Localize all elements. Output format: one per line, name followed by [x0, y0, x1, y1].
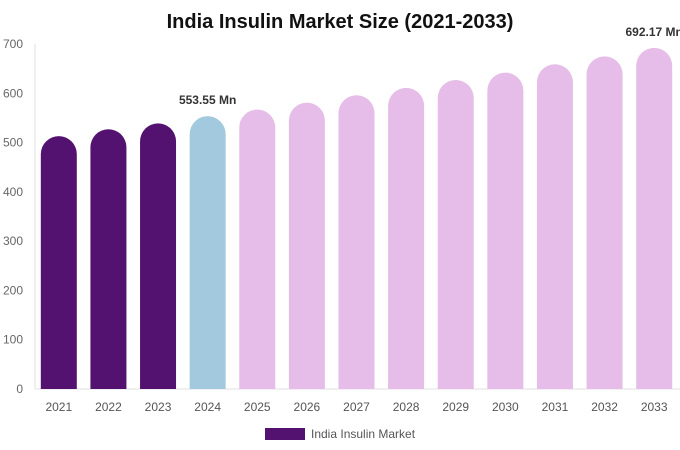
y-tick-label: 500: [3, 136, 23, 150]
x-tick-label: 2023: [145, 400, 172, 414]
x-tick-label: 2029: [442, 400, 469, 414]
bar-2027: [338, 95, 375, 389]
x-tick-label: 2033: [641, 400, 668, 414]
x-tick-label: 2025: [244, 400, 271, 414]
x-tick-label: 2032: [591, 400, 618, 414]
bar-2029: [437, 79, 474, 389]
bar-2028: [388, 87, 425, 389]
data-label: 692.17 Mn: [626, 25, 680, 39]
legend-label: India Insulin Market: [311, 427, 416, 441]
x-tick-label: 2022: [95, 400, 122, 414]
x-tick-label: 2028: [393, 400, 420, 414]
bar-2032: [586, 56, 623, 390]
y-tick-label: 300: [3, 234, 23, 248]
y-tick-label: 0: [16, 382, 23, 396]
y-tick-label: 700: [3, 37, 23, 51]
y-tick-label: 400: [3, 185, 23, 199]
bar-2025: [239, 109, 276, 389]
y-tick-label: 600: [3, 86, 23, 100]
data-label: 553.55 Mn: [179, 93, 236, 107]
x-tick-label: 2024: [194, 400, 221, 414]
x-tick-label: 2031: [542, 400, 569, 414]
bar-2023: [140, 123, 177, 389]
legend-swatch: [265, 428, 305, 440]
bar-2033: [636, 47, 673, 389]
x-tick-label: 2030: [492, 400, 519, 414]
bar-2021: [40, 136, 77, 389]
x-tick-label: 2027: [343, 400, 370, 414]
y-tick-label: 200: [3, 283, 23, 297]
bar-2022: [90, 129, 127, 389]
x-tick-label: 2021: [45, 400, 72, 414]
x-tick-label: 2026: [294, 400, 321, 414]
bar-2031: [536, 64, 573, 389]
y-tick-label: 100: [3, 333, 23, 347]
bar-2026: [288, 102, 325, 390]
bar-2024: [189, 116, 226, 389]
chart-title: India Insulin Market Size (2021-2033): [167, 11, 514, 33]
bar-2030: [487, 72, 524, 390]
